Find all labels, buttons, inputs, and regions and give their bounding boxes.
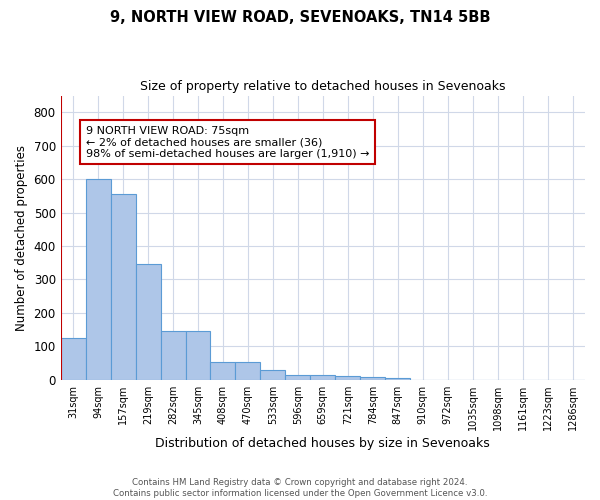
X-axis label: Distribution of detached houses by size in Sevenoaks: Distribution of detached houses by size … (155, 437, 490, 450)
Bar (385, 378, 410, 380)
Bar (310, 374, 335, 380)
Bar (110, 194, 136, 380)
Bar (136, 264, 161, 380)
Bar (61, 338, 86, 380)
Bar (235, 362, 260, 380)
Text: 9 NORTH VIEW ROAD: 75sqm
← 2% of detached houses are smaller (36)
98% of semi-de: 9 NORTH VIEW ROAD: 75sqm ← 2% of detache… (86, 126, 369, 159)
Bar (360, 377, 385, 380)
Bar (185, 330, 211, 380)
Bar (211, 362, 235, 380)
Bar (161, 330, 185, 380)
Y-axis label: Number of detached properties: Number of detached properties (15, 144, 28, 330)
Bar (260, 370, 286, 380)
Bar (86, 179, 110, 380)
Text: 9, NORTH VIEW ROAD, SEVENOAKS, TN14 5BB: 9, NORTH VIEW ROAD, SEVENOAKS, TN14 5BB (110, 10, 490, 25)
Text: Contains HM Land Registry data © Crown copyright and database right 2024.
Contai: Contains HM Land Registry data © Crown c… (113, 478, 487, 498)
Bar (335, 376, 360, 380)
Title: Size of property relative to detached houses in Sevenoaks: Size of property relative to detached ho… (140, 80, 506, 93)
Bar (286, 374, 310, 380)
